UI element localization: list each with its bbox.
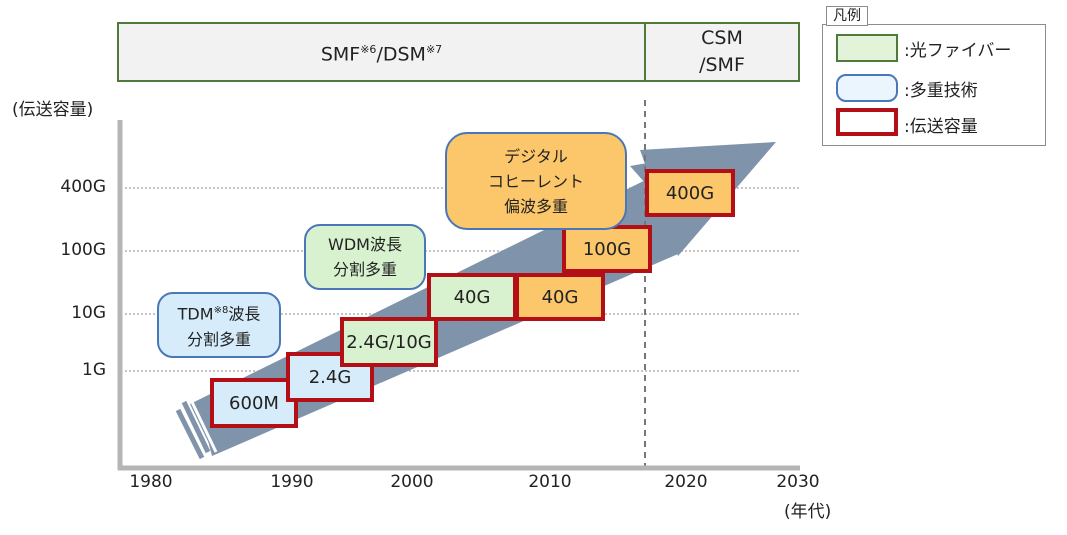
ytick-1g: 1G xyxy=(82,360,106,380)
tdm-text: TDM xyxy=(177,304,214,324)
tech-bubble-tdm: TDM※8波長 分割多重 xyxy=(157,292,281,358)
capacity-box-40g-b: 40G xyxy=(515,273,605,321)
x-axis-unit: (年代) xyxy=(784,502,832,522)
tdm-line1: TDM※8波長 xyxy=(178,298,261,326)
legend-label-fiber: :光ファイバー xyxy=(904,41,1012,61)
legend-label-tech: :多重技術 xyxy=(904,81,978,101)
capacity-box-600m: 600M xyxy=(210,378,298,428)
tdm-wave-text: 波長 xyxy=(228,304,261,324)
fiber-dsm-text: /DSM xyxy=(376,43,426,66)
fiber-bar-smf-dsm: SMF※6/DSM※7 xyxy=(117,22,646,82)
legend-label-capacity: :伝送容量 xyxy=(904,117,978,137)
note-6: ※6 xyxy=(360,42,377,56)
wdm-line1: WDM波長 xyxy=(328,235,402,254)
note-7: ※7 xyxy=(425,42,443,56)
legend-title: 凡例 xyxy=(826,6,868,26)
capacity-box-100g: 100G xyxy=(562,225,652,273)
capacity-box-40g-a: 40G xyxy=(427,273,517,321)
xtick-2000: 2000 xyxy=(390,472,434,492)
note-8: ※8 xyxy=(213,305,229,317)
y-axis-label: (伝送容量) xyxy=(12,100,94,120)
capacity-box-400g: 400G xyxy=(645,169,735,217)
xtick-2030: 2030 xyxy=(776,472,820,492)
legend-swatch-tech xyxy=(836,74,898,102)
wdm-line2: 分割多重 xyxy=(332,260,397,279)
legend-swatch-capacity xyxy=(836,108,898,136)
coherent-line3: 偏波多重 xyxy=(503,196,568,216)
coherent-line2: コヒーレント xyxy=(487,171,584,191)
fiber-csm-line1: CSM xyxy=(701,27,743,49)
xtick-1990: 1990 xyxy=(270,472,314,492)
ytick-400g: 400G xyxy=(60,177,106,197)
tdm-line2: 分割多重 xyxy=(186,329,251,349)
capacity-box-2-4g-10g: 2.4G/10G xyxy=(340,317,438,367)
xtick-1980: 1980 xyxy=(129,472,173,492)
xtick-2010: 2010 xyxy=(528,472,572,492)
ytick-10g: 10G xyxy=(71,303,106,323)
fiber-smf-dsm-label: SMF※6/DSM※7 xyxy=(321,36,442,68)
ytick-100g: 100G xyxy=(60,240,106,260)
fiber-bar-csm-smf: CSM /SMF xyxy=(644,22,800,82)
arrow-tail-stripe xyxy=(181,400,211,454)
coherent-line1: デジタル xyxy=(504,146,568,166)
arrow-tail-stripe xyxy=(175,408,205,460)
fiber-csm-line2: /SMF xyxy=(699,54,745,76)
fiber-smf-text: SMF xyxy=(320,43,361,66)
arrow-tail-stripe xyxy=(190,401,218,453)
tech-bubble-coherent: デジタル コヒーレント 偏波多重 xyxy=(445,132,627,230)
tech-bubble-wdm: WDM波長 分割多重 xyxy=(304,224,426,290)
xtick-2020: 2020 xyxy=(664,472,708,492)
legend-swatch-fiber xyxy=(836,34,898,62)
